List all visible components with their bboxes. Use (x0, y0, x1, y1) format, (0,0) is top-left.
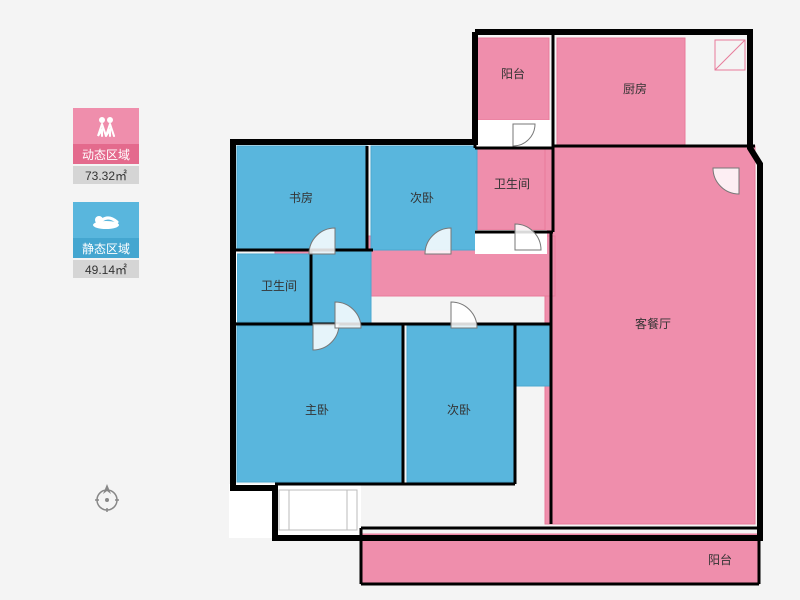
room-label-balcony_bottom: 阳台 (708, 552, 732, 567)
legend-dynamic-label: 动态区域 (73, 144, 139, 164)
legend-static-label: 静态区域 (73, 238, 139, 258)
room-living (545, 146, 755, 524)
door-arc-5 (451, 302, 477, 328)
room-label-living: 客餐厅 (635, 316, 671, 331)
people-icon (73, 108, 139, 144)
sleep-icon-svg (91, 210, 121, 230)
legend-dynamic-value: 73.32㎡ (73, 166, 139, 184)
room-balcony_bottom (361, 534, 759, 584)
gap-4 (229, 484, 277, 538)
legend-static-value: 49.14㎡ (73, 260, 139, 278)
floor-plan: 阳台厨房卫生间客餐厅阳台书房次卧卫生间主卧次卧 (215, 18, 775, 598)
compass-icon (90, 480, 124, 519)
people-icon-svg (92, 114, 120, 138)
room-label-bath_mid: 卫生间 (261, 279, 297, 293)
room-kitchen (557, 38, 685, 146)
room-label-master: 主卧 (305, 403, 329, 417)
room-label-study: 书房 (289, 190, 313, 205)
legend-static: 静态区域 49.14㎡ (73, 202, 139, 278)
room-label-bed2a: 次卧 (410, 191, 434, 205)
room-label-bed2b: 次卧 (447, 403, 471, 417)
room-label-kitchen: 厨房 (623, 81, 647, 96)
room-label-balcony_top: 阳台 (501, 66, 525, 81)
legend-dynamic: 动态区域 73.32㎡ (73, 108, 139, 184)
room-label-bath_top: 卫生间 (494, 177, 530, 191)
sleep-icon (73, 202, 139, 238)
room-blue_pad2 (515, 326, 551, 386)
